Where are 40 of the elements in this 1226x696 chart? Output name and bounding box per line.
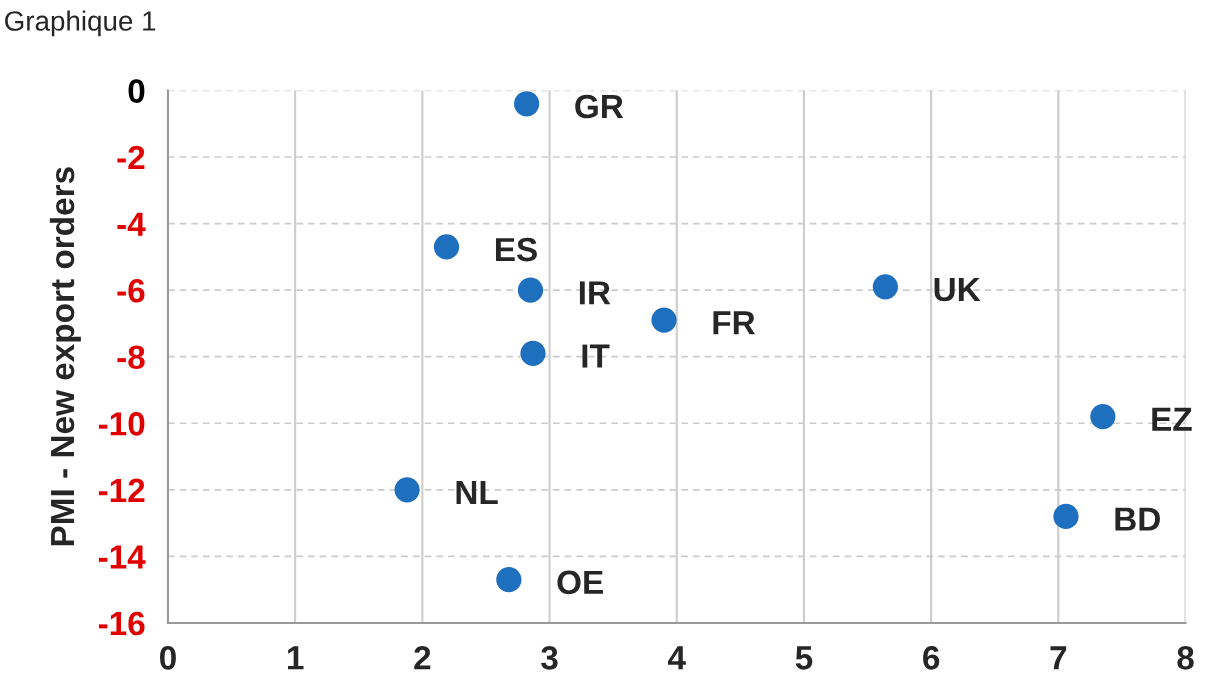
annotation: NL xyxy=(456,481,498,504)
point xyxy=(1090,403,1116,430)
y-tick-label: -2 xyxy=(117,145,145,170)
annotation: IR xyxy=(579,281,611,305)
point xyxy=(651,307,677,333)
x-tick-label: 1 xyxy=(287,646,304,670)
annotation: IT xyxy=(582,344,610,368)
x-tick-label: 7 xyxy=(1050,646,1067,670)
annotation: EZ xyxy=(1152,407,1192,431)
x-tick-label: 6 xyxy=(923,646,940,670)
y-tick-label: 0 xyxy=(128,79,145,103)
point xyxy=(872,274,898,300)
annotation: UK xyxy=(934,278,981,302)
x-tick-label: 5 xyxy=(795,646,813,670)
x-tick-label: 2 xyxy=(414,646,431,670)
point xyxy=(517,277,544,303)
point xyxy=(496,567,522,593)
annotation: ES xyxy=(495,237,537,262)
y-tick-label: -10 xyxy=(98,412,145,436)
y-tick-label: -14 xyxy=(98,545,146,569)
x-tick-label: 0 xyxy=(160,646,176,670)
y-tick-label: -12 xyxy=(98,478,145,502)
chart-title: Graphique 1 xyxy=(5,10,156,37)
annotation: FR xyxy=(713,311,756,335)
point xyxy=(520,340,546,366)
point xyxy=(1053,503,1079,530)
point xyxy=(433,234,460,260)
point xyxy=(394,477,420,503)
y-tick-label: -16 xyxy=(98,611,145,636)
y-tick-label: -4 xyxy=(117,212,146,236)
y-axis-title: PMI - New export orders xyxy=(49,167,81,546)
point xyxy=(514,91,540,117)
annotation: OE xyxy=(557,570,603,595)
annotation: BD xyxy=(1115,507,1160,531)
y-tick-label: -6 xyxy=(117,278,145,303)
x-tick-label: 8 xyxy=(1177,646,1194,670)
annotation: GR xyxy=(575,94,624,119)
x-tick-label: 4 xyxy=(667,646,686,670)
x-tick-label: 3 xyxy=(541,646,558,670)
y-tick-label: -8 xyxy=(117,345,145,370)
